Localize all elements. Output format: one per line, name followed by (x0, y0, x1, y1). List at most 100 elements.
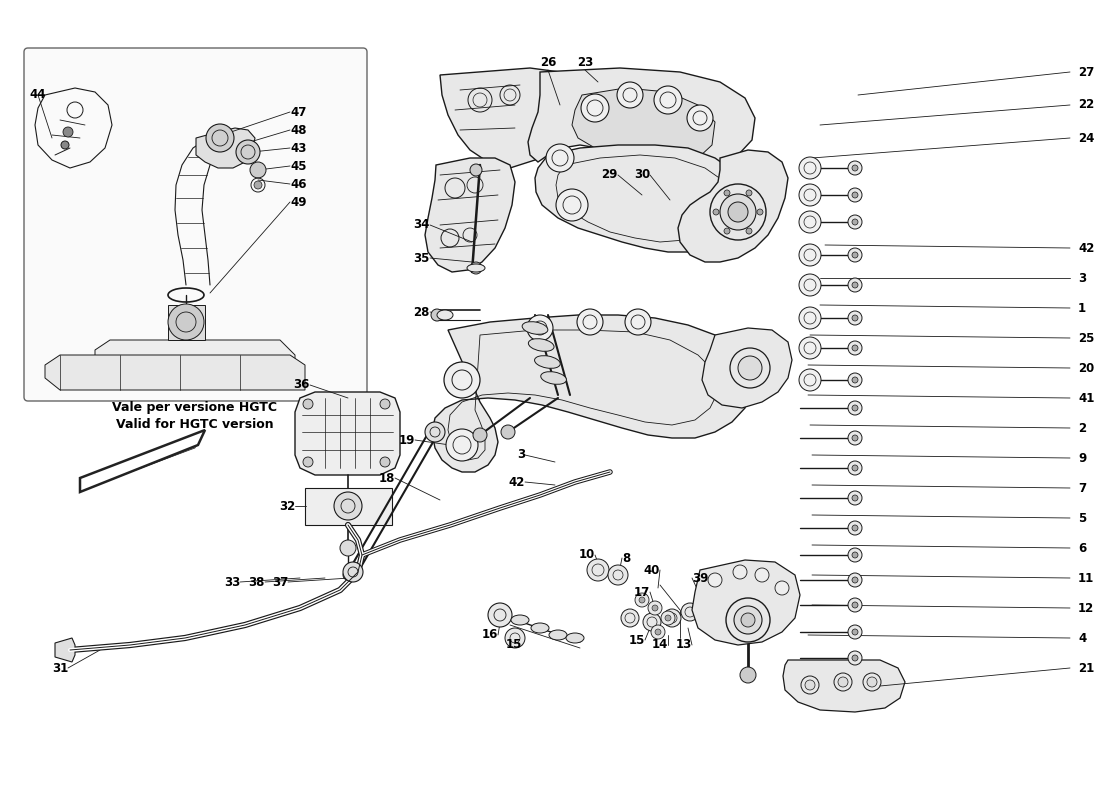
Circle shape (852, 252, 858, 258)
Circle shape (470, 164, 482, 176)
Circle shape (724, 190, 730, 196)
Circle shape (848, 373, 862, 387)
Circle shape (848, 188, 862, 202)
Circle shape (587, 559, 609, 581)
Ellipse shape (512, 615, 529, 625)
Polygon shape (82, 434, 200, 490)
Ellipse shape (535, 356, 560, 368)
Circle shape (720, 194, 756, 230)
Circle shape (236, 140, 260, 164)
Text: 28: 28 (414, 306, 430, 318)
Text: 46: 46 (290, 178, 307, 190)
Text: 4: 4 (1078, 631, 1087, 645)
Text: 11: 11 (1078, 571, 1094, 585)
Text: 18: 18 (378, 471, 395, 485)
Circle shape (848, 248, 862, 262)
Circle shape (852, 655, 858, 661)
Circle shape (713, 209, 719, 215)
Text: 12: 12 (1078, 602, 1094, 614)
Circle shape (848, 161, 862, 175)
Text: 14: 14 (651, 638, 668, 651)
Circle shape (343, 562, 363, 582)
Circle shape (334, 492, 362, 520)
Ellipse shape (468, 264, 485, 272)
Ellipse shape (528, 338, 554, 351)
Text: 42: 42 (508, 475, 525, 489)
Ellipse shape (522, 322, 548, 334)
Text: 30: 30 (634, 169, 650, 182)
Circle shape (799, 157, 821, 179)
Circle shape (666, 615, 671, 621)
Circle shape (681, 603, 698, 621)
Circle shape (741, 613, 755, 627)
Circle shape (431, 309, 443, 321)
Circle shape (852, 552, 858, 558)
Text: 34: 34 (414, 218, 430, 231)
Circle shape (848, 461, 862, 475)
Circle shape (302, 457, 313, 467)
Polygon shape (196, 128, 255, 168)
Circle shape (505, 628, 525, 648)
Circle shape (799, 244, 821, 266)
Circle shape (608, 565, 628, 585)
Circle shape (578, 309, 603, 335)
Circle shape (848, 311, 862, 325)
Circle shape (848, 401, 862, 415)
Circle shape (799, 274, 821, 296)
Circle shape (734, 606, 762, 634)
Text: 33: 33 (223, 575, 240, 589)
Text: 3: 3 (1078, 271, 1086, 285)
Circle shape (250, 162, 266, 178)
Text: 49: 49 (290, 195, 307, 209)
Text: 42: 42 (1078, 242, 1094, 254)
Text: 1: 1 (1078, 302, 1086, 314)
Text: 15: 15 (506, 638, 522, 651)
Text: Vale per versione HGTC: Vale per versione HGTC (112, 402, 277, 414)
Circle shape (473, 428, 487, 442)
Text: 9: 9 (1078, 451, 1087, 465)
Circle shape (852, 165, 858, 171)
Text: 8: 8 (621, 551, 630, 565)
Circle shape (708, 573, 722, 587)
Circle shape (651, 625, 666, 639)
Text: 35: 35 (414, 251, 430, 265)
Text: 7: 7 (1078, 482, 1086, 494)
Polygon shape (535, 145, 750, 252)
Circle shape (852, 282, 858, 288)
Circle shape (625, 309, 651, 335)
Ellipse shape (541, 372, 567, 384)
Circle shape (726, 598, 770, 642)
Polygon shape (702, 328, 792, 408)
Circle shape (688, 105, 713, 131)
Circle shape (444, 362, 480, 398)
Circle shape (379, 399, 390, 409)
Circle shape (738, 356, 762, 380)
Polygon shape (80, 430, 205, 492)
Circle shape (852, 345, 858, 351)
Circle shape (848, 341, 862, 355)
Circle shape (746, 190, 752, 196)
Circle shape (63, 127, 73, 137)
Text: 32: 32 (278, 499, 295, 513)
Circle shape (852, 629, 858, 635)
Circle shape (710, 184, 766, 240)
Circle shape (848, 491, 862, 505)
Circle shape (799, 184, 821, 206)
Circle shape (848, 651, 862, 665)
Text: 44: 44 (30, 89, 46, 102)
Circle shape (848, 625, 862, 639)
Circle shape (446, 429, 478, 461)
Circle shape (581, 94, 609, 122)
Polygon shape (425, 158, 515, 272)
Circle shape (617, 82, 643, 108)
Circle shape (546, 144, 574, 172)
Circle shape (60, 141, 69, 149)
Circle shape (848, 521, 862, 535)
Circle shape (852, 577, 858, 583)
Text: 47: 47 (290, 106, 307, 118)
Circle shape (728, 202, 748, 222)
Circle shape (848, 278, 862, 292)
Ellipse shape (566, 633, 584, 643)
Circle shape (805, 680, 815, 690)
Circle shape (168, 304, 204, 340)
